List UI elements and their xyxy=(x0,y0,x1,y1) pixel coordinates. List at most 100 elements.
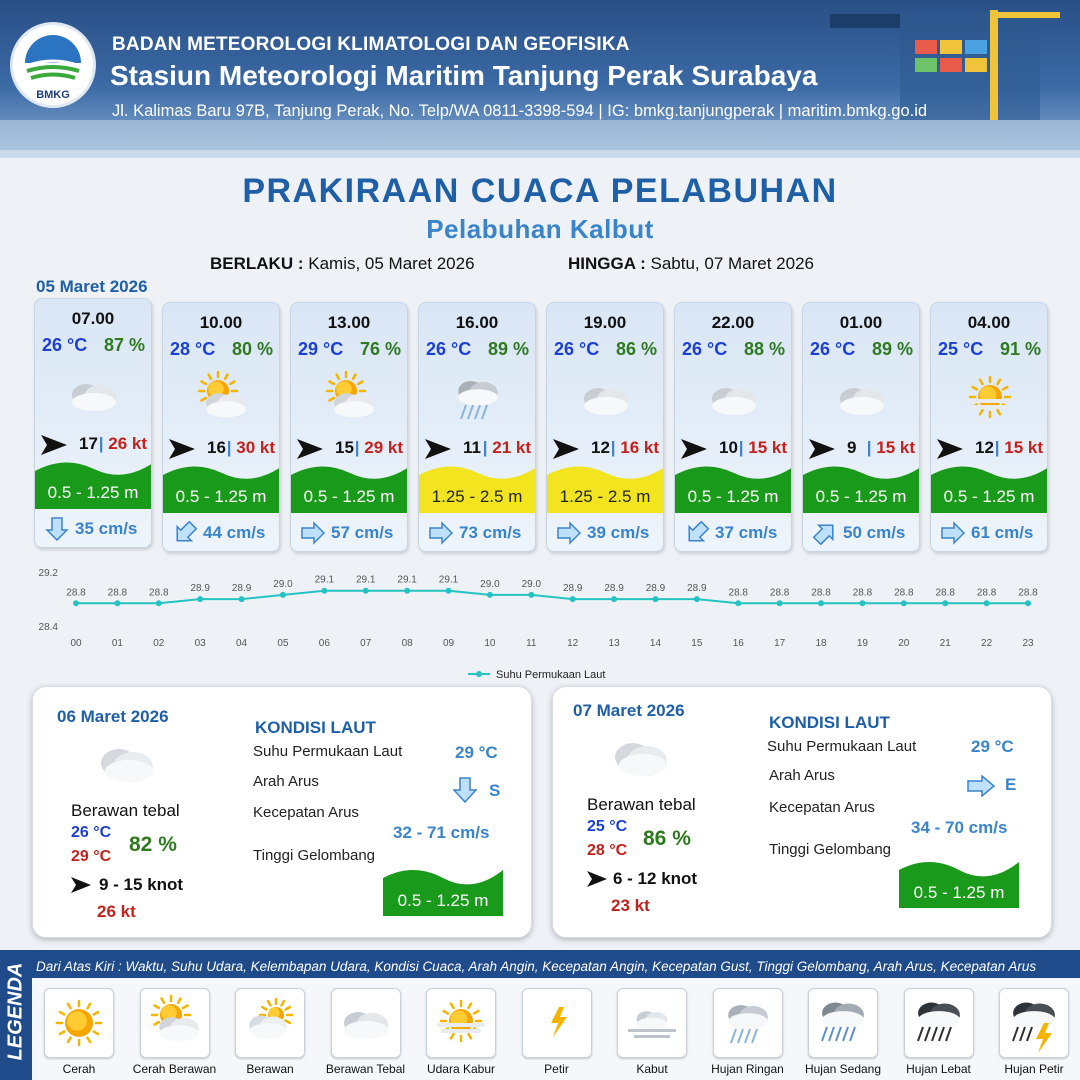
sst-data-label: 28.8 xyxy=(811,587,831,598)
forecast-humidity: 89 % xyxy=(871,339,913,359)
valid-from: BERLAKU : Kamis, 05 Maret 2026 xyxy=(210,254,475,274)
wind-gust-value: 26 kt xyxy=(108,434,147,453)
sst-point xyxy=(114,600,121,607)
sst-line-chart: 29.2 28.4 28.8 00 28.8 01 28.8 02 28.9 03 28.9 04 29… xyxy=(39,568,1039,681)
legend-item-cerah-berawan xyxy=(139,988,210,1058)
legend-item-udara-kabur xyxy=(426,988,496,1058)
wind-gust-value: 15 kt xyxy=(876,438,915,457)
current-arrow-east-icon xyxy=(967,775,995,797)
hujan-petir-icon xyxy=(1012,1002,1055,1053)
berawan-tebal-icon xyxy=(840,388,884,415)
y-tick-label: 29.2 xyxy=(39,568,59,579)
sst-data-label: 29.0 xyxy=(273,579,293,590)
valid-from-value: Kamis, 05 Maret 2026 xyxy=(308,254,475,273)
x-tick-label: 01 xyxy=(112,638,124,649)
kondisi-laut-title: KONDISI LAUT xyxy=(255,718,376,737)
valid-to: HINGGA : Sabtu, 07 Maret 2026 xyxy=(568,254,814,274)
wind-separator: | xyxy=(738,438,744,457)
forecast-time: 13.00 xyxy=(327,313,371,332)
legend-panel: LEGENDA Dari Atas Kiri : Waktu, Suhu Uda… xyxy=(0,950,1080,1080)
wind-gust-value: 21 kt xyxy=(492,438,531,457)
cerah-berawan-icon xyxy=(197,370,246,418)
x-tick-label: 02 xyxy=(153,638,165,649)
legend-item-hujan-petir xyxy=(999,988,1069,1058)
sst-point xyxy=(569,596,576,603)
wind-arrow-icon xyxy=(41,435,67,455)
kabut-icon xyxy=(628,1011,676,1038)
valid-to-value: Sabtu, 07 Maret 2026 xyxy=(650,254,815,273)
legend-items: Cerah Cerah Berawan Berawan Berawan Tebal Ud… xyxy=(32,978,1080,1080)
berawan-tebal-icon xyxy=(615,743,667,776)
wind-gust: | 15 kt xyxy=(995,438,1043,458)
forecast-temp: 26 °C xyxy=(426,339,472,359)
wave-height: 0.5 - 1.25 m xyxy=(815,487,907,506)
forecast-card: 10.00 28 °C 80 % 16 | 30 kt 0.5 - 1.25 m… xyxy=(162,302,280,552)
current-speed: 37 cm/s xyxy=(715,523,778,542)
bmkg-logo: BMKG xyxy=(10,22,96,108)
current-direction-icon xyxy=(176,521,197,542)
wind-gust-value: 15 kt xyxy=(748,438,787,457)
current-direction-icon xyxy=(813,524,834,545)
berawan-icon xyxy=(249,997,294,1039)
forecast-humidity: 88 % xyxy=(743,339,785,359)
sst-point xyxy=(238,596,245,603)
sst-data-label: 28.9 xyxy=(232,583,252,594)
sst-point xyxy=(611,596,618,603)
wave-height-value: 0.5 - 1.25 m xyxy=(397,891,489,910)
sst-data-label: 28.9 xyxy=(190,583,210,594)
forecast-card: 01.00 26 °C 89 % 9 | 15 kt 0.5 - 1.25 m … xyxy=(802,302,920,552)
current-speed-label: Kecepatan Arus xyxy=(253,804,359,821)
forecast-humidity: 80 % xyxy=(231,339,273,359)
y-tick-label: 28.4 xyxy=(39,622,59,633)
x-tick-label: 15 xyxy=(691,638,703,649)
current-direction-icon xyxy=(941,521,965,545)
sst-value: 29 °C xyxy=(455,743,498,762)
cerah-icon xyxy=(55,999,103,1047)
hujan-ringan-icon xyxy=(727,1005,768,1044)
legend-item-label: Berawan Tebal xyxy=(325,1062,406,1076)
wind-arrow-icon xyxy=(71,877,91,893)
temp-max: 28 °C xyxy=(587,842,628,859)
wave-height-badge xyxy=(899,862,1019,908)
forecast-card: 13.00 29 °C 76 % 15 | 29 kt 0.5 - 1.25 m… xyxy=(290,302,408,552)
sst-value: 29 °C xyxy=(971,737,1014,756)
wind-gust: | 15 kt xyxy=(867,438,915,458)
sst-point xyxy=(983,600,990,607)
current-dir-label: Arah Arus xyxy=(253,773,319,790)
sst-series-line xyxy=(76,589,1028,605)
forecast-time: 22.00 xyxy=(711,313,755,332)
sst-data-label: 28.9 xyxy=(604,583,624,594)
sst-data-label: 28.8 xyxy=(1018,587,1038,598)
wind-separator: | xyxy=(482,438,488,457)
station-address: Jl. Kalimas Baru 97B, Tanjung Perak, No.… xyxy=(112,102,928,120)
wind-gust: | 15 kt xyxy=(739,438,787,458)
current-dir-value: E xyxy=(1005,775,1017,794)
wind-gust: | 30 kt xyxy=(227,438,275,458)
condition-text: Berawan tebal xyxy=(587,795,696,814)
forecast-humidity: 91 % xyxy=(999,339,1041,359)
current-info: 61 cm/s xyxy=(931,519,1047,547)
wind-speed: 11 xyxy=(463,438,481,457)
current-info: 39 cm/s xyxy=(547,519,663,547)
wind-gust: | 26 kt xyxy=(99,434,147,454)
sst-data-label: 28.8 xyxy=(977,587,997,598)
udara-kabur-icon xyxy=(966,375,1014,419)
x-tick-label: 08 xyxy=(402,638,414,649)
kondisi-laut-title: KONDISI LAUT xyxy=(769,713,890,732)
sst-point xyxy=(900,600,907,607)
sst-point xyxy=(362,587,369,594)
cerah-berawan-icon xyxy=(150,994,199,1042)
logo-text: BMKG xyxy=(36,89,70,101)
day-summary-box-1: 06 Maret 2026 Berawan tebal 26 °C 29 °C … xyxy=(32,686,532,938)
sst-point xyxy=(404,587,411,594)
forecast-wind: 10 | 15 kt xyxy=(681,437,789,461)
forecast-wind: 12 | 15 kt xyxy=(937,437,1045,461)
x-tick-label: 13 xyxy=(609,638,621,649)
wave-height-badge xyxy=(803,466,919,513)
current-info: 57 cm/s xyxy=(291,519,407,547)
legend-item-berawan-tebal xyxy=(330,988,401,1058)
forecast-humidity: 89 % xyxy=(487,339,529,359)
x-tick-label: 14 xyxy=(650,638,662,649)
wind-gust: | 21 kt xyxy=(483,438,531,458)
current-speed-label: Kecepatan Arus xyxy=(769,799,875,816)
